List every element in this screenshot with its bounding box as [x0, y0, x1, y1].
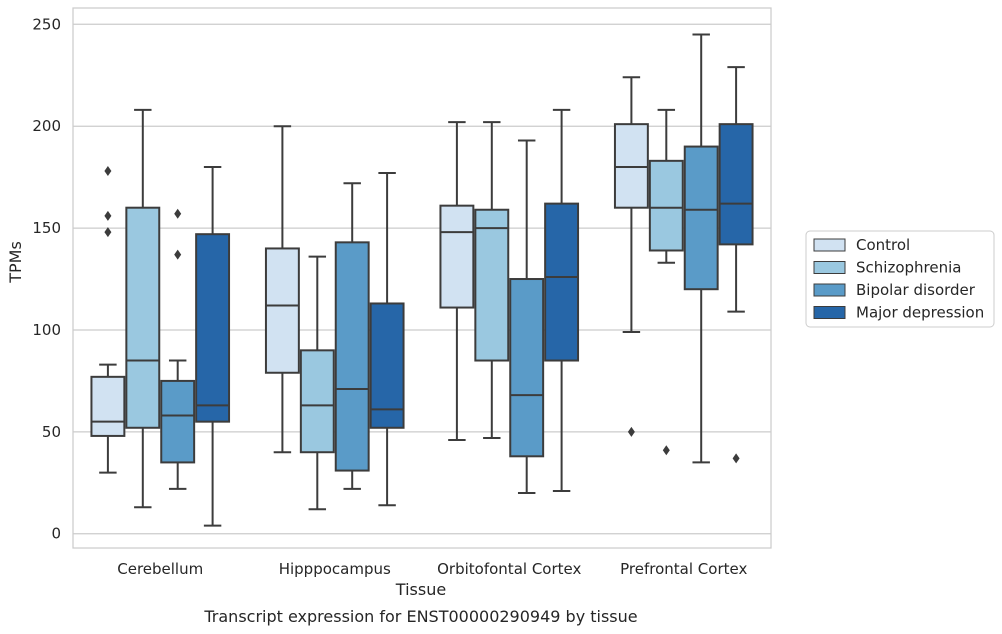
box-body — [648, 159, 684, 252]
outlier-point — [174, 249, 182, 260]
box-body — [160, 379, 196, 464]
box-body — [195, 233, 231, 423]
outlier-point — [732, 453, 740, 464]
legend-swatch — [813, 306, 846, 319]
box-body — [439, 204, 475, 309]
legend-label: Schizophrenia — [856, 259, 961, 277]
box-bipolar-disorder — [160, 208, 196, 490]
y-tick-label: 150 — [32, 219, 61, 237]
y-tick-label: 50 — [42, 423, 61, 441]
box-schizophrenia — [299, 255, 335, 511]
box-control — [613, 76, 649, 437]
y-tick-label: 250 — [32, 15, 61, 33]
plot-frame — [72, 7, 772, 549]
x-axis-ticks: Cerebellum Hipppocampus Orbitofontal Corte… — [117, 560, 747, 578]
box-body — [683, 145, 719, 291]
box-schizophrenia — [125, 108, 161, 509]
legend-frame — [805, 230, 995, 328]
x-axis-label: Tissue — [395, 580, 446, 599]
outlier-point — [174, 208, 182, 219]
y-tick-label: 100 — [32, 321, 61, 339]
box-body — [718, 123, 754, 246]
box-body — [264, 247, 300, 374]
box-bipolar-disorder — [334, 182, 370, 490]
legend-swatch — [813, 238, 846, 252]
box-body — [334, 241, 370, 472]
box-major-depression — [369, 172, 405, 507]
box-schizophrenia — [648, 108, 684, 456]
box-body — [369, 302, 405, 429]
box-series — [90, 33, 754, 527]
y-axis-ticks: 0 50 100 150 200 250 — [32, 15, 61, 542]
box-body — [90, 375, 126, 437]
box-body — [474, 208, 510, 362]
outlier-point — [662, 445, 670, 456]
chart-caption: Transcript expression for ENST0000029094… — [203, 607, 637, 626]
box-major-depression — [544, 108, 580, 492]
y-axis-label: TPMs — [6, 241, 25, 284]
legend-label: Control — [856, 236, 910, 254]
box-body — [544, 202, 580, 362]
x-tick-label: Hipppocampus — [279, 560, 391, 578]
legend-swatch — [813, 261, 846, 274]
legend-swatch — [813, 283, 846, 297]
legend-label: Major depression — [856, 304, 984, 322]
box-control — [90, 166, 126, 474]
box-major-depression — [195, 165, 231, 527]
y-tick-label: 200 — [32, 117, 61, 135]
box-bipolar-disorder — [683, 33, 719, 464]
box-control — [439, 121, 475, 441]
box-schizophrenia — [474, 121, 510, 439]
box-body — [299, 349, 335, 454]
x-tick-label: Cerebellum — [117, 560, 203, 578]
outlier-point — [627, 426, 635, 437]
box-major-depression — [718, 66, 754, 464]
box-body — [613, 123, 649, 209]
box-bipolar-disorder — [509, 139, 545, 494]
legend-label: Bipolar disorder — [856, 281, 976, 299]
y-tick-label: 0 — [51, 525, 61, 543]
x-tick-label: Prefrontal Cortex — [620, 560, 747, 578]
legend: Control Schizophrenia Bipolar disorder Majo… — [805, 230, 995, 328]
box-body — [509, 278, 545, 458]
x-tick-label: Orbitofontal Cortex — [437, 560, 581, 578]
box-control — [264, 125, 300, 454]
outlier-point — [104, 227, 112, 238]
box-body — [125, 206, 161, 429]
outlier-point — [104, 210, 112, 221]
outlier-point — [104, 166, 112, 177]
